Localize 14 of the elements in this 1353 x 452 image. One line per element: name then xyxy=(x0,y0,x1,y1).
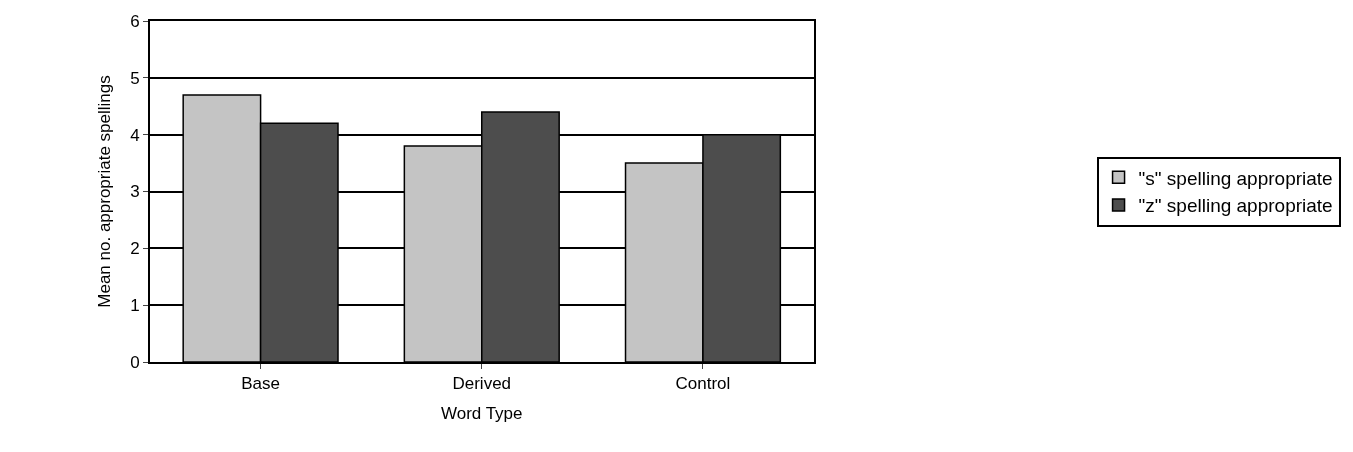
y-tick-label: 2 xyxy=(130,239,140,259)
x-axis-title: Word Type xyxy=(440,404,523,424)
legend-label: "z" spelling appropriate xyxy=(1138,195,1333,217)
y-tick-label: 1 xyxy=(130,296,140,316)
x-tick-label: Derived xyxy=(452,374,512,394)
y-tick-label: 6 xyxy=(130,11,140,31)
x-tick-label: Control xyxy=(675,374,731,394)
y-tick-label: 5 xyxy=(130,68,140,88)
y-tick-label: 4 xyxy=(130,125,140,145)
y-tick-label: 0 xyxy=(130,352,140,372)
x-tick-label: Base xyxy=(241,374,280,394)
y-axis-title: Mean no. appropriate spellings xyxy=(95,75,115,308)
legend-label: "s" spelling appropriate xyxy=(1138,167,1333,189)
y-tick-label: 3 xyxy=(130,182,140,202)
